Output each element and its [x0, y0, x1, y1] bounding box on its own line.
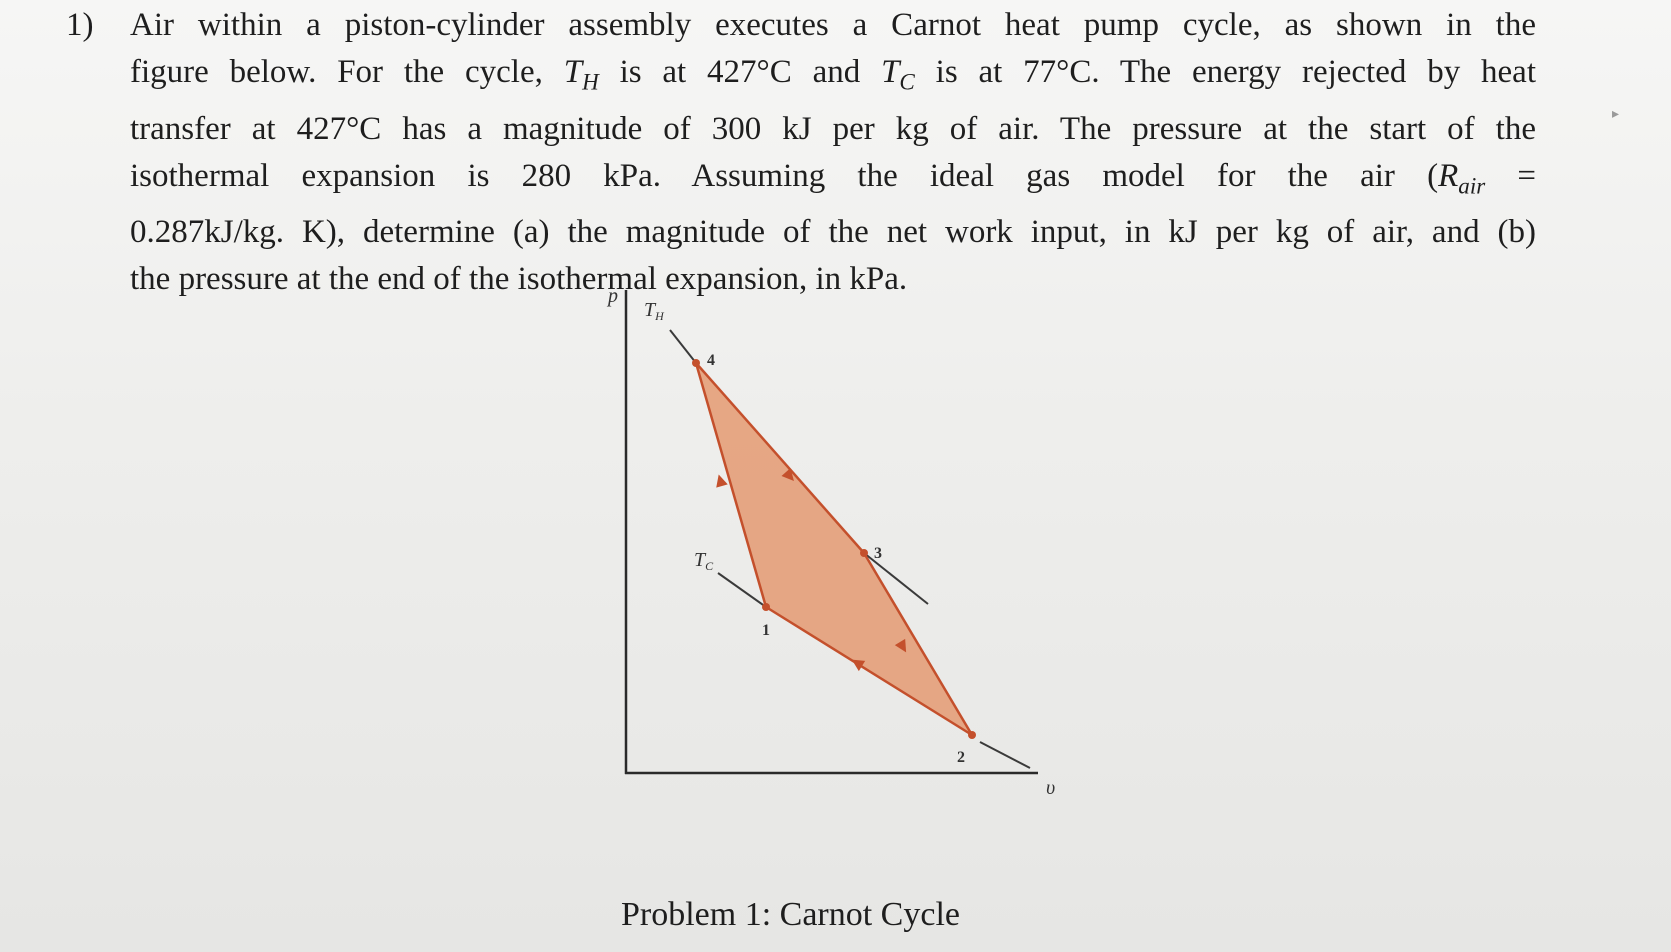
cycle-area — [696, 363, 972, 735]
state-point-2 — [968, 731, 976, 739]
problem-line-5: 0.287kJ/kg. K), determine (a) the magnit… — [130, 214, 1536, 251]
process-1-4 — [694, 362, 768, 608]
state-label-4: 4 — [707, 352, 715, 369]
pv-diagram: p υ TH TC 4 3 1 2 — [606, 290, 1055, 799]
arrow-1-4 — [716, 474, 728, 488]
isotherm-3-extension — [863, 552, 929, 605]
arrow-2-1 — [851, 659, 866, 672]
problem-body: Air within a piston-cylinder assembly ex… — [130, 2, 1536, 303]
figure-caption: Problem 1: Carnot Cycle — [0, 896, 1671, 934]
isotherm-high-extension — [669, 329, 697, 364]
process-4-3 — [695, 362, 865, 554]
v-axis-label: υ — [1046, 777, 1055, 799]
problem-number: 1) — [66, 7, 94, 43]
problem-line-6: the pressure at the end of the isotherma… — [130, 261, 908, 298]
state-label-2: 2 — [957, 749, 965, 766]
p-axis-label: p — [606, 290, 618, 307]
problem-line-1: Air within a piston-cylinder assembly ex… — [130, 7, 1536, 43]
isotherm-low-extension — [717, 572, 767, 608]
arrow-4-3 — [781, 468, 794, 481]
isotherm-2-extension — [979, 741, 1031, 769]
state-point-4 — [692, 359, 700, 367]
process-2-1 — [765, 605, 973, 737]
process-3-2 — [862, 552, 974, 736]
state-label-1: 1 — [762, 622, 770, 639]
state-point-3 — [860, 549, 868, 557]
problem-line-2: figure below. For the cycle, TH is at 42… — [130, 54, 1536, 95]
page-edge-marker: ▸ — [1611, 106, 1619, 122]
problem-line-4: isothermal expansion is 280 kPa. Assumin… — [130, 157, 1536, 199]
isotherm-low-label: TC — [694, 549, 714, 573]
figure-caption-text: Problem 1: Carnot Cycle — [620, 896, 960, 933]
state-label-3: 3 — [874, 545, 882, 562]
arrow-3-2 — [894, 638, 907, 653]
state-point-1 — [762, 603, 770, 611]
isotherm-high-label: TH — [644, 299, 665, 323]
problem-line-3: transfer at 427°C has a magnitude of 300… — [130, 110, 1536, 147]
